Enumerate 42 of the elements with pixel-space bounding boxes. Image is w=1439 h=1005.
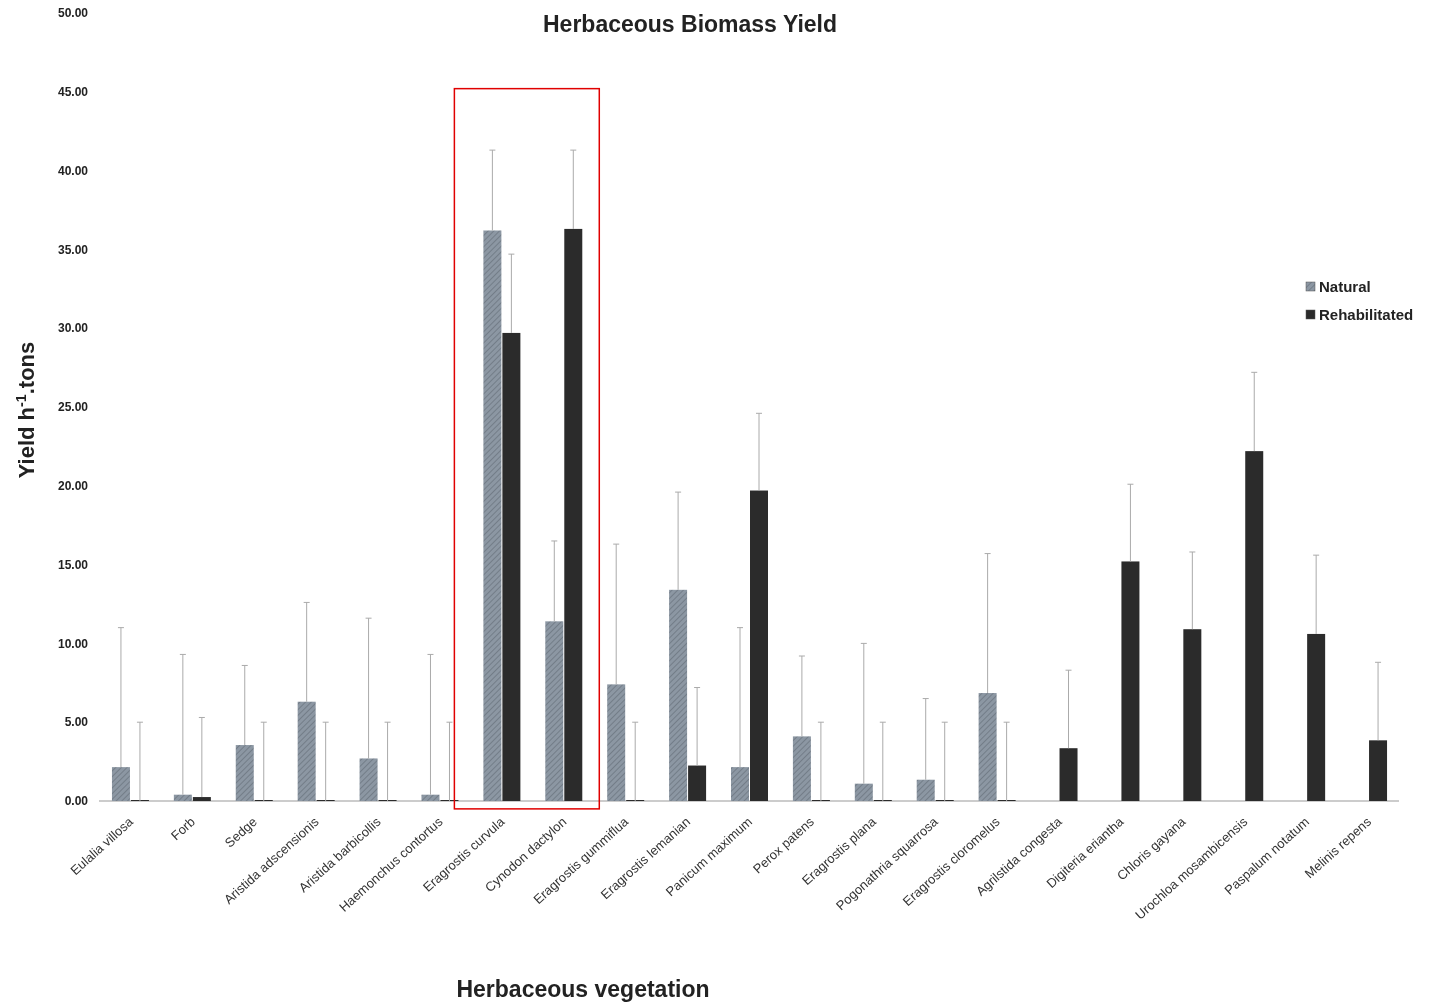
y-tick-label: 10.00 — [57, 636, 89, 651]
chart-title: Herbaceous Biomass Yield — [542, 11, 838, 37]
bar — [359, 758, 378, 801]
bar — [731, 767, 749, 801]
y-tick-label: 35.00 — [57, 242, 89, 257]
bar — [235, 745, 254, 801]
x-axis-title: Herbaceous vegetation — [456, 976, 710, 1002]
bar — [297, 701, 316, 801]
legend-label: Rehabilitated — [1319, 306, 1414, 324]
bar — [1369, 740, 1388, 801]
bar — [792, 736, 811, 801]
y-tick-label: 5.00 — [64, 715, 89, 730]
bar — [421, 794, 440, 801]
bar — [607, 684, 626, 801]
y-tick-label: 25.00 — [57, 400, 89, 415]
y-tick-label: 50.00 — [57, 6, 89, 21]
bar — [111, 767, 130, 801]
bar — [688, 765, 707, 801]
bar — [1121, 561, 1140, 801]
bar — [750, 490, 768, 801]
bar — [1059, 748, 1078, 801]
bar — [545, 621, 564, 801]
bar — [978, 693, 997, 801]
y-tick-label: 0.00 — [64, 794, 89, 809]
bar — [502, 332, 521, 801]
bar — [173, 794, 192, 801]
y-tick-label: 45.00 — [57, 85, 89, 99]
bar — [564, 228, 583, 801]
bar — [192, 797, 211, 801]
bar — [854, 783, 873, 801]
bar — [483, 230, 502, 801]
y-tick-label: 15.00 — [57, 557, 89, 572]
y-tick-label: 40.00 — [57, 163, 89, 178]
legend-label: Natural — [1319, 278, 1371, 296]
bar — [669, 589, 688, 801]
bar — [1245, 451, 1264, 801]
bar — [1183, 629, 1202, 801]
bar — [916, 779, 935, 801]
y-tick-label: 30.00 — [57, 321, 89, 336]
x-tick-label: Forb — [167, 814, 198, 844]
bar — [1307, 633, 1326, 801]
y-tick-label: 20.00 — [57, 479, 89, 493]
